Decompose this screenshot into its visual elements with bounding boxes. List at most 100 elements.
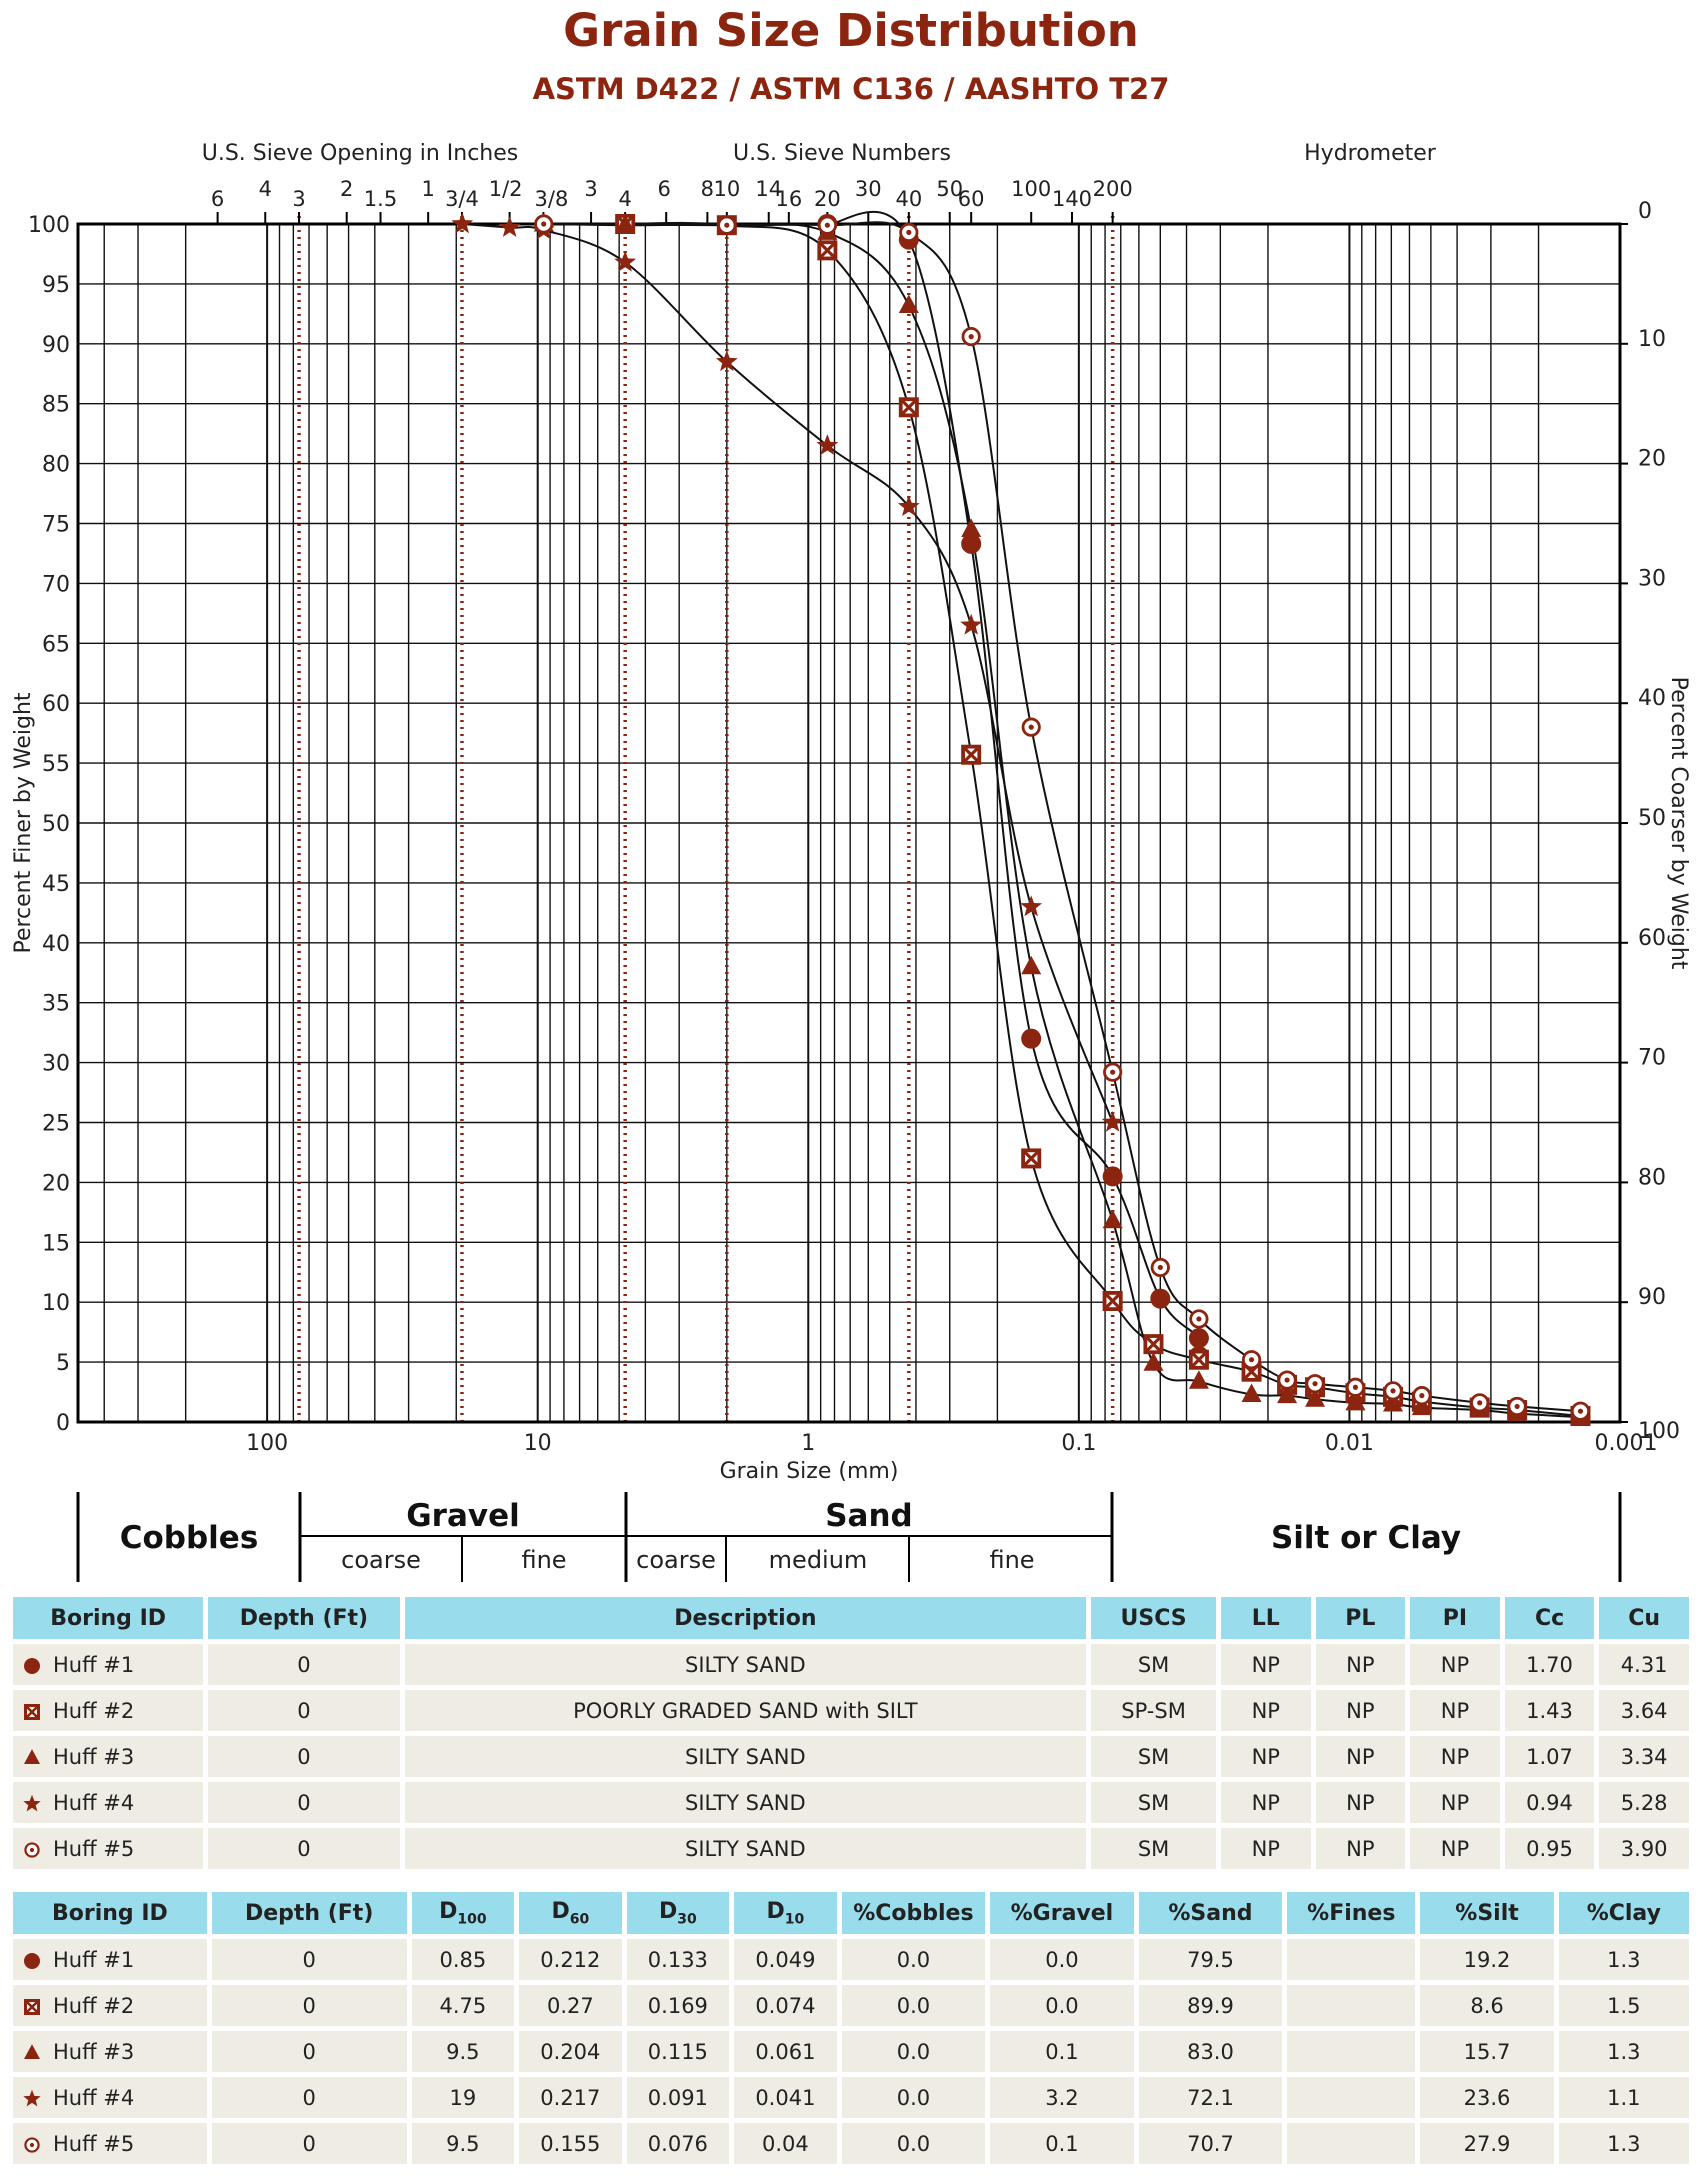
header-main: Boring ID: [51, 1900, 168, 1926]
table-cell: 0.94: [1504, 1782, 1595, 1823]
header-main: %Silt: [1455, 1900, 1519, 1926]
y2-tick-label: 0: [1638, 199, 1652, 224]
top-tick-label: 3: [584, 177, 597, 201]
y-tick-label: 100: [28, 213, 70, 238]
y-tick-label: 0: [56, 1411, 70, 1436]
table-cell: 0: [208, 1736, 400, 1777]
data-point: [1411, 1396, 1432, 1416]
header-main: D: [439, 1898, 458, 1924]
data-point: [899, 222, 919, 242]
table-row: Huff #1 0 0.85 0.212 0.133 0.049 0.0 0.0 79.5 19.…: [13, 1939, 1689, 1980]
data-point: [1150, 1288, 1171, 1309]
y2-tick-label: 40: [1638, 686, 1666, 711]
table-cell: 0.074: [734, 1985, 837, 2026]
table-cell: 0: [211, 2077, 407, 2118]
marker: [23, 1794, 41, 1811]
data-point: [1150, 1257, 1170, 1278]
circle-marker-icon: [24, 1657, 40, 1674]
data-point: [1021, 1028, 1042, 1049]
star-marker-icon: [23, 1794, 41, 1811]
x-tick-label: 100: [246, 1431, 288, 1456]
table-cell: [1287, 1939, 1416, 1980]
table-row: Huff #2 0 POORLY GRADED SAND with SILT SP-S…: [13, 1690, 1689, 1731]
table-cell: 1.3: [1558, 2031, 1689, 2072]
y2-tick-label: 80: [1638, 1165, 1666, 1190]
data-point: [451, 212, 474, 234]
table-row: Huff #2 0 4.75 0.27 0.169 0.074 0.0 0.0 89.9 8.6 1…: [13, 1985, 1689, 2026]
data-point: [1345, 1391, 1366, 1411]
gradation-summary-table: Boring ID Depth (Ft) D100 D60 D30 D10 %Cobbles…: [8, 1887, 1694, 2169]
table-cell: NP: [1220, 1690, 1311, 1731]
soil-classification-bar: Cobbles Gravel coarse fine Sand coarse m…: [76, 1492, 1622, 1582]
table-cell: SM: [1091, 1828, 1216, 1869]
table-cell: 83.0: [1138, 2031, 1283, 2072]
table-cell: [1287, 1985, 1416, 2026]
y-axis-label: Percent Finer by Weight: [11, 692, 36, 953]
gravel-coarse-label: coarse: [341, 1546, 421, 1574]
data-point: [897, 495, 920, 516]
props-header-cell: Cc: [1504, 1597, 1595, 1639]
circle-marker-icon: [24, 1952, 40, 1969]
y2-tick-label: 60: [1638, 926, 1666, 951]
data-point: [717, 215, 737, 235]
table-cell: POORLY GRADED SAND with SILT: [404, 1690, 1087, 1731]
gravel-fine-label: fine: [521, 1546, 566, 1574]
data-point: [1143, 1334, 1164, 1355]
data-point: [1188, 1370, 1209, 1389]
soil-properties-header-row: Boring ID Depth (Ft) Description USCS LL PL PI…: [13, 1597, 1689, 1639]
marker: [24, 1748, 40, 1764]
table-cell: 0.212: [519, 1939, 622, 1980]
boring-id-text: Huff #3: [53, 2039, 135, 2064]
y-tick-label: 30: [42, 1052, 70, 1077]
table-row: Huff #4 0 19 0.217 0.091 0.041 0.0 3.2 72.1 23.6 1…: [13, 2077, 1689, 2118]
table-cell: 0.85: [411, 1939, 515, 1980]
data-point: [1383, 1393, 1404, 1412]
table-cell: [1287, 2031, 1416, 2072]
table-cell: 0.04: [734, 2123, 837, 2164]
table-row: Huff #3 0 SILTY SAND SM NP NP NP 1.07 3.34: [13, 1736, 1689, 1777]
data-point: [534, 214, 554, 234]
star-marker-icon: [23, 2089, 41, 2106]
grad-header-cell: %Gravel: [990, 1892, 1134, 1934]
grain-size-chart: U.S. Sieve Opening in Inches U.S. Sieve …: [11, 141, 1691, 1582]
data-point: [1102, 1209, 1123, 1229]
marker: [24, 2136, 40, 2153]
boring-id-text: Huff #3: [53, 1744, 135, 1769]
table-cell: 0.27: [519, 1985, 622, 2026]
data-point: [898, 294, 919, 313]
header-main: Depth (Ft): [244, 1900, 374, 1926]
table-cell: SM: [1091, 1736, 1216, 1777]
top-tick-label: 40: [895, 187, 922, 211]
y2-tick-label: 50: [1638, 806, 1666, 831]
curve-huff-5: [543, 221, 1581, 1413]
table-cell: 1.43: [1504, 1690, 1595, 1731]
table-cell: 89.9: [1138, 1985, 1283, 2026]
top-tick-label: 16: [775, 187, 802, 211]
table-cell: 1.07: [1504, 1736, 1595, 1777]
table-cell: 3.90: [1599, 1828, 1689, 1869]
top-tick-label: 3: [292, 187, 305, 211]
table-cell: 0.041: [734, 2077, 837, 2118]
table-cell: SP-SM: [1091, 1690, 1216, 1731]
y2-axis-label: Percent Coarser by Weight: [1666, 677, 1691, 970]
table-cell: 9.5: [411, 2123, 515, 2164]
data-point: [1383, 1381, 1403, 1401]
table-cell: 0.0: [841, 2123, 986, 2164]
table-cell: NP: [1410, 1644, 1500, 1685]
grad-header-cell: %Fines: [1287, 1892, 1416, 1934]
silt-clay-label: Silt or Clay: [1271, 1520, 1461, 1556]
table-cell: SILTY SAND: [404, 1644, 1087, 1685]
data-point: [1021, 717, 1041, 737]
boring-id-text: Huff #5: [53, 1836, 135, 1861]
header-sub: 10: [784, 1911, 805, 1928]
table-cell: NP: [1220, 1644, 1311, 1685]
boring-id-cell: Huff #3: [13, 1736, 204, 1777]
table-cell: NP: [1410, 1828, 1500, 1869]
boring-id-text: Huff #2: [53, 1698, 135, 1723]
marker: [24, 1703, 40, 1720]
grad-header-cell: D60: [519, 1892, 622, 1934]
data-point: [1143, 1352, 1164, 1371]
data-point: [1021, 1148, 1042, 1169]
data-point: [1102, 1291, 1123, 1312]
top-tick-label: 8: [701, 177, 714, 201]
